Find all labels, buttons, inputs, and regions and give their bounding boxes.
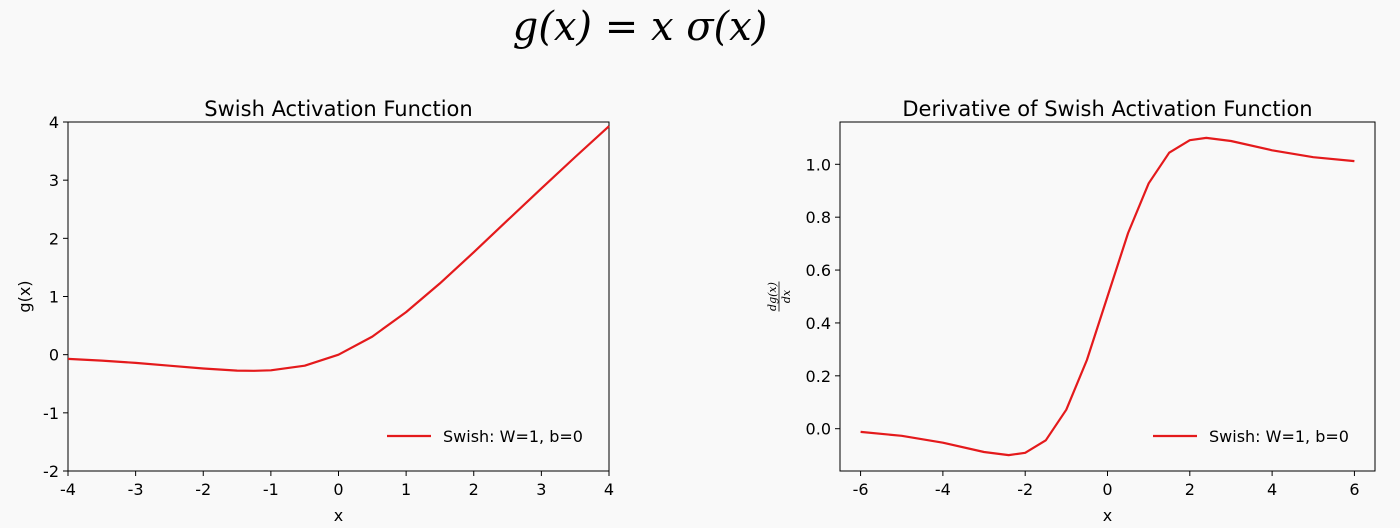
y-axis-label-denominator: dx [780, 289, 793, 303]
y-axis-label-numerator: dg(x) [766, 282, 779, 311]
x-tick-label: -6 [853, 480, 869, 499]
y-tick-label: 1 [49, 288, 59, 307]
x-tick-label: 2 [469, 480, 479, 499]
x-tick-label: 4 [1267, 480, 1277, 499]
x-tick-label: 0 [1102, 480, 1112, 499]
legend-label: Swish: W=1, b=0 [1209, 427, 1349, 446]
y-tick-label: 0.8 [806, 208, 831, 227]
y-tick-label: 4 [49, 113, 59, 132]
x-tick-label: 2 [1185, 480, 1195, 499]
y-axis-label: dg(x) dx [766, 281, 793, 312]
swish-derivative-chart: Derivative of Swish Activation Function -… [766, 97, 1376, 525]
x-tick-label: -4 [60, 480, 76, 499]
y-tick-label: 0.4 [806, 314, 831, 333]
series-line [67, 125, 610, 372]
y-tick-label: 0 [49, 346, 59, 365]
chart-title: Derivative of Swish Activation Function [902, 97, 1312, 121]
swish-chart: Swish Activation Function -4 -3 -2 -1 0 1 2 3 4 -2… [15, 97, 614, 525]
y-tick-label: 3 [49, 171, 59, 190]
x-tick-label: 0 [333, 480, 343, 499]
series-line [860, 136, 1355, 457]
x-tick-label: -2 [195, 480, 211, 499]
y-tick-label: 1.0 [806, 155, 831, 174]
x-tick-label: 6 [1349, 480, 1359, 499]
y-tick-label: 0.6 [806, 261, 831, 280]
x-tick-label: 3 [536, 480, 546, 499]
x-tick-label: 1 [401, 480, 411, 499]
x-tick-label: -1 [263, 480, 279, 499]
x-axis-label: x [1103, 506, 1112, 525]
x-tick-label: 4 [604, 480, 614, 499]
x-axis-label: x [334, 506, 343, 525]
y-tick-label: 0.0 [806, 420, 831, 439]
plot-frame [67, 121, 610, 472]
y-tick-label: -2 [43, 462, 59, 481]
formula-title: g(x) = x σ(x) [512, 4, 768, 50]
legend-label: Swish: W=1, b=0 [443, 427, 583, 446]
chart-title: Swish Activation Function [204, 97, 472, 121]
y-tick-label: 0.2 [806, 367, 831, 386]
x-tick-label: -2 [1017, 480, 1033, 499]
x-tick-label: -4 [935, 480, 951, 499]
y-axis-label: g(x) [15, 280, 34, 312]
x-tick-label: -3 [128, 480, 144, 499]
y-tick-label: -1 [43, 404, 59, 423]
y-tick-label: 2 [49, 229, 59, 248]
